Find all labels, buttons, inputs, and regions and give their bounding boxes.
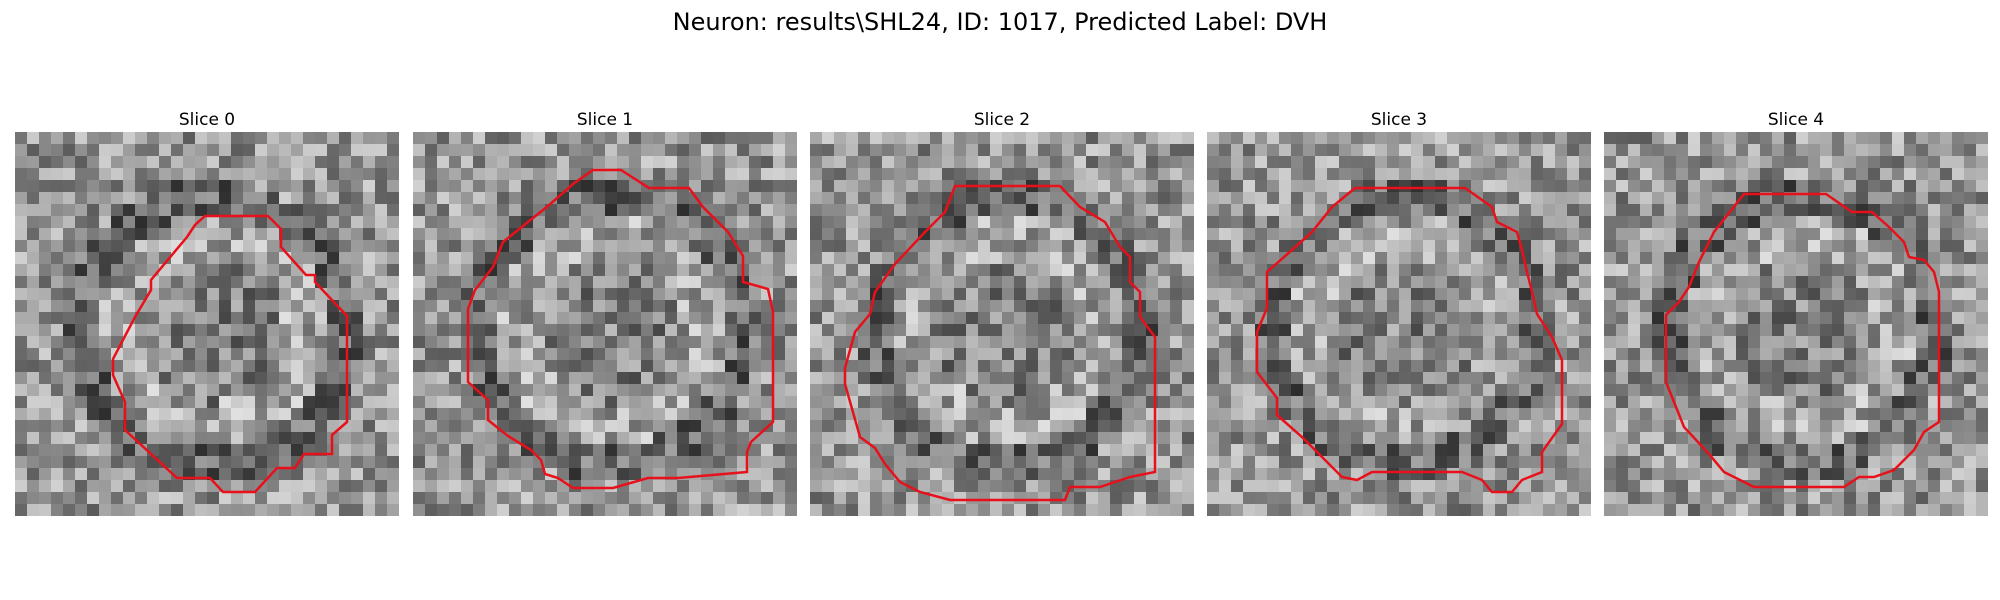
pixel-grid xyxy=(1207,132,1591,516)
slice-panel-1: Slice 1 xyxy=(413,108,797,516)
slice-canvas xyxy=(15,132,399,516)
slice-panel-3: Slice 3 xyxy=(1207,108,1591,516)
slice-image xyxy=(1604,132,1988,516)
figure-title: Neuron: results\SHL24, ID: 1017, Predict… xyxy=(672,8,1328,36)
slice-title: Slice 0 xyxy=(178,110,236,130)
slice-panel-4: Slice 4 xyxy=(1604,108,1988,516)
slice-title: Slice 2 xyxy=(973,110,1031,130)
slice-image xyxy=(1207,132,1591,516)
slice-panel-0: Slice 0 xyxy=(15,108,399,516)
pixel-grid xyxy=(1604,132,1988,516)
slice-image xyxy=(810,132,1194,516)
pixel-grid xyxy=(15,132,399,516)
roi-contour xyxy=(843,184,1157,502)
pixel-grid xyxy=(810,132,1194,516)
slice-canvas xyxy=(1207,132,1591,516)
slice-title: Slice 1 xyxy=(576,110,634,130)
slice-image xyxy=(15,132,399,516)
pixel-grid xyxy=(413,132,797,516)
slice-canvas xyxy=(810,132,1194,516)
slice-title: Slice 3 xyxy=(1370,110,1428,130)
slice-title: Slice 4 xyxy=(1767,110,1825,130)
slice-canvas xyxy=(1604,132,1988,516)
slice-canvas xyxy=(413,132,797,516)
roi-contour xyxy=(1664,192,1941,489)
slice-panel-2: Slice 2 xyxy=(810,108,1194,516)
roi-contour xyxy=(466,168,775,490)
roi-contour xyxy=(111,214,349,494)
slice-image xyxy=(413,132,797,516)
roi-contour xyxy=(1255,186,1564,494)
